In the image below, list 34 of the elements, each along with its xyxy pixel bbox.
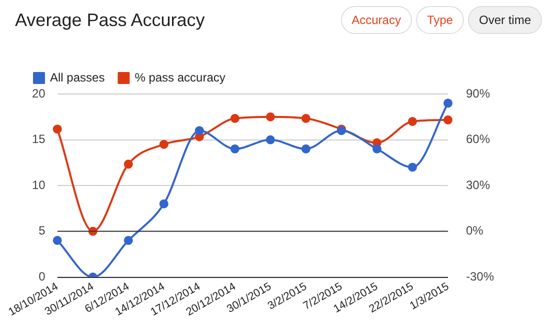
point (159, 140, 168, 149)
point (301, 114, 310, 123)
y-tick-label: 10 (32, 178, 46, 192)
text: Accuracy (340, 6, 412, 34)
y2-tick-label: 90% (466, 86, 490, 100)
point (408, 116, 417, 126)
point (52, 236, 62, 245)
point (301, 144, 310, 154)
text: Over time (468, 6, 542, 34)
point (230, 144, 240, 154)
chart-title: Average Pass Accuracy (15, 10, 205, 31)
y-tick-label: 0 (38, 269, 46, 284)
point (230, 114, 240, 123)
y2-tick-label: -30% (466, 269, 494, 284)
y2-tick-label: 30% (466, 178, 490, 192)
y-tick-label: 20 (32, 86, 46, 100)
point (194, 126, 204, 136)
point (124, 236, 133, 245)
y-tick-label: 5 (38, 224, 46, 238)
text: Type (416, 6, 464, 34)
point (443, 115, 452, 124)
legend-label: All passes (50, 70, 105, 84)
point (372, 144, 382, 154)
point (124, 160, 133, 169)
y2-tick-label: 0% (466, 224, 484, 238)
point (266, 112, 275, 122)
point (52, 124, 62, 134)
point (159, 199, 168, 208)
y2-tick-label: 60% (466, 132, 490, 146)
point (408, 162, 417, 172)
y-tick-label: 15 (32, 132, 46, 146)
point (266, 135, 275, 144)
point (443, 98, 452, 108)
legend-label: % pass accuracy (134, 70, 226, 84)
